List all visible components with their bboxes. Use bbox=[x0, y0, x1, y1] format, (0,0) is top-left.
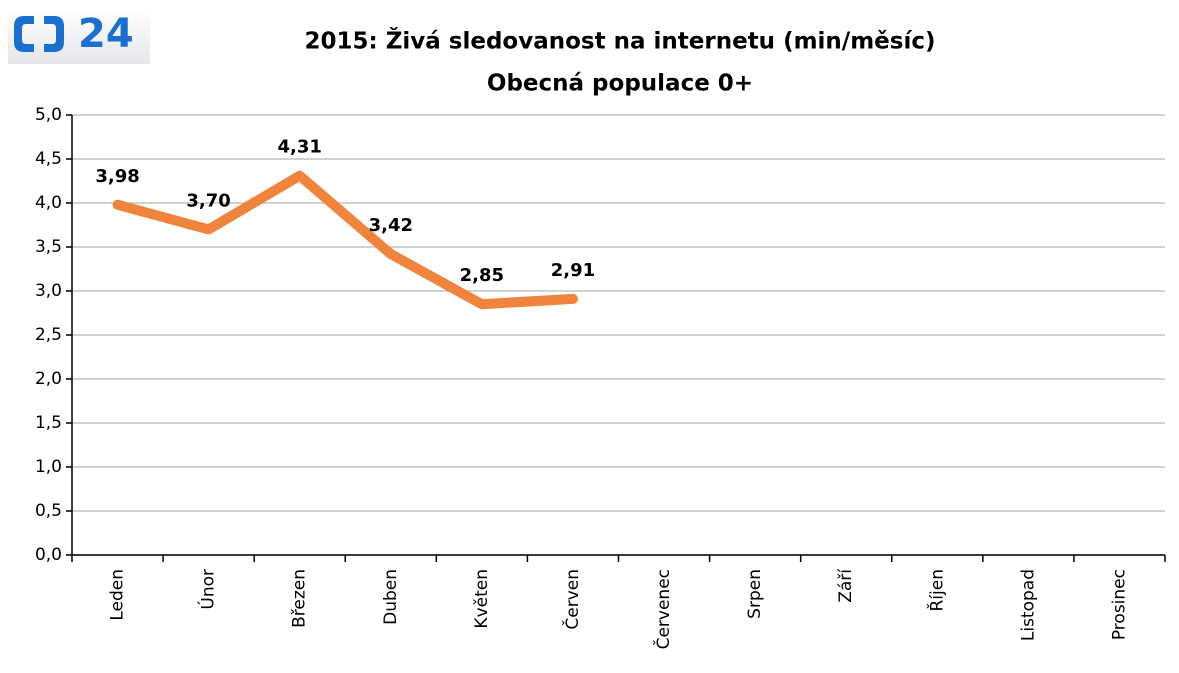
x-tick-label: Listopad bbox=[1018, 569, 1038, 641]
data-label: 4,31 bbox=[277, 137, 321, 158]
x-tick-label: Březen bbox=[290, 569, 310, 628]
data-label: 2,91 bbox=[551, 260, 595, 281]
x-tick-label: Květen bbox=[472, 569, 492, 629]
chart-title: 2015: Živá sledovanost na internetu (min… bbox=[305, 27, 936, 55]
x-tick-label: Říjen bbox=[925, 569, 947, 612]
x-tick-label: Srpen bbox=[745, 569, 765, 619]
y-tick-label: 4,0 bbox=[35, 193, 62, 213]
x-tick-label: Prosinec bbox=[1109, 569, 1129, 640]
x-tick-label: Září bbox=[836, 568, 856, 603]
logo-bracket-left bbox=[14, 16, 34, 52]
y-tick-label: 0,5 bbox=[35, 501, 62, 521]
y-tick-label: 2,0 bbox=[35, 369, 62, 389]
x-tick-label: Leden bbox=[108, 569, 128, 621]
logo-text: 24 bbox=[78, 11, 134, 57]
data-label: 2,85 bbox=[460, 265, 504, 286]
data-label: 3,70 bbox=[186, 190, 230, 211]
y-tick-label: 2,5 bbox=[35, 325, 62, 345]
y-tick-label: 4,5 bbox=[35, 149, 62, 169]
logo: 24 bbox=[8, 8, 150, 64]
y-tick-label: 5,0 bbox=[35, 105, 62, 125]
x-tick-label: Únor bbox=[197, 569, 219, 610]
x-tick-label: Duben bbox=[381, 569, 401, 625]
y-tick-label: 1,5 bbox=[35, 413, 62, 433]
x-tick-label: Červenec bbox=[652, 569, 674, 649]
x-tick-label: Červen bbox=[561, 569, 583, 630]
y-tick-label: 3,0 bbox=[35, 281, 62, 301]
data-label: 3,98 bbox=[95, 166, 139, 187]
y-tick-label: 1,0 bbox=[35, 457, 62, 477]
data-label: 3,42 bbox=[369, 215, 413, 236]
y-tick-label: 0,0 bbox=[35, 545, 62, 565]
line bbox=[112, 170, 578, 310]
y-tick-label: 3,5 bbox=[35, 237, 62, 257]
logo-bracket-right bbox=[44, 16, 64, 52]
chart-subtitle: Obecná populace 0+ bbox=[487, 71, 753, 97]
